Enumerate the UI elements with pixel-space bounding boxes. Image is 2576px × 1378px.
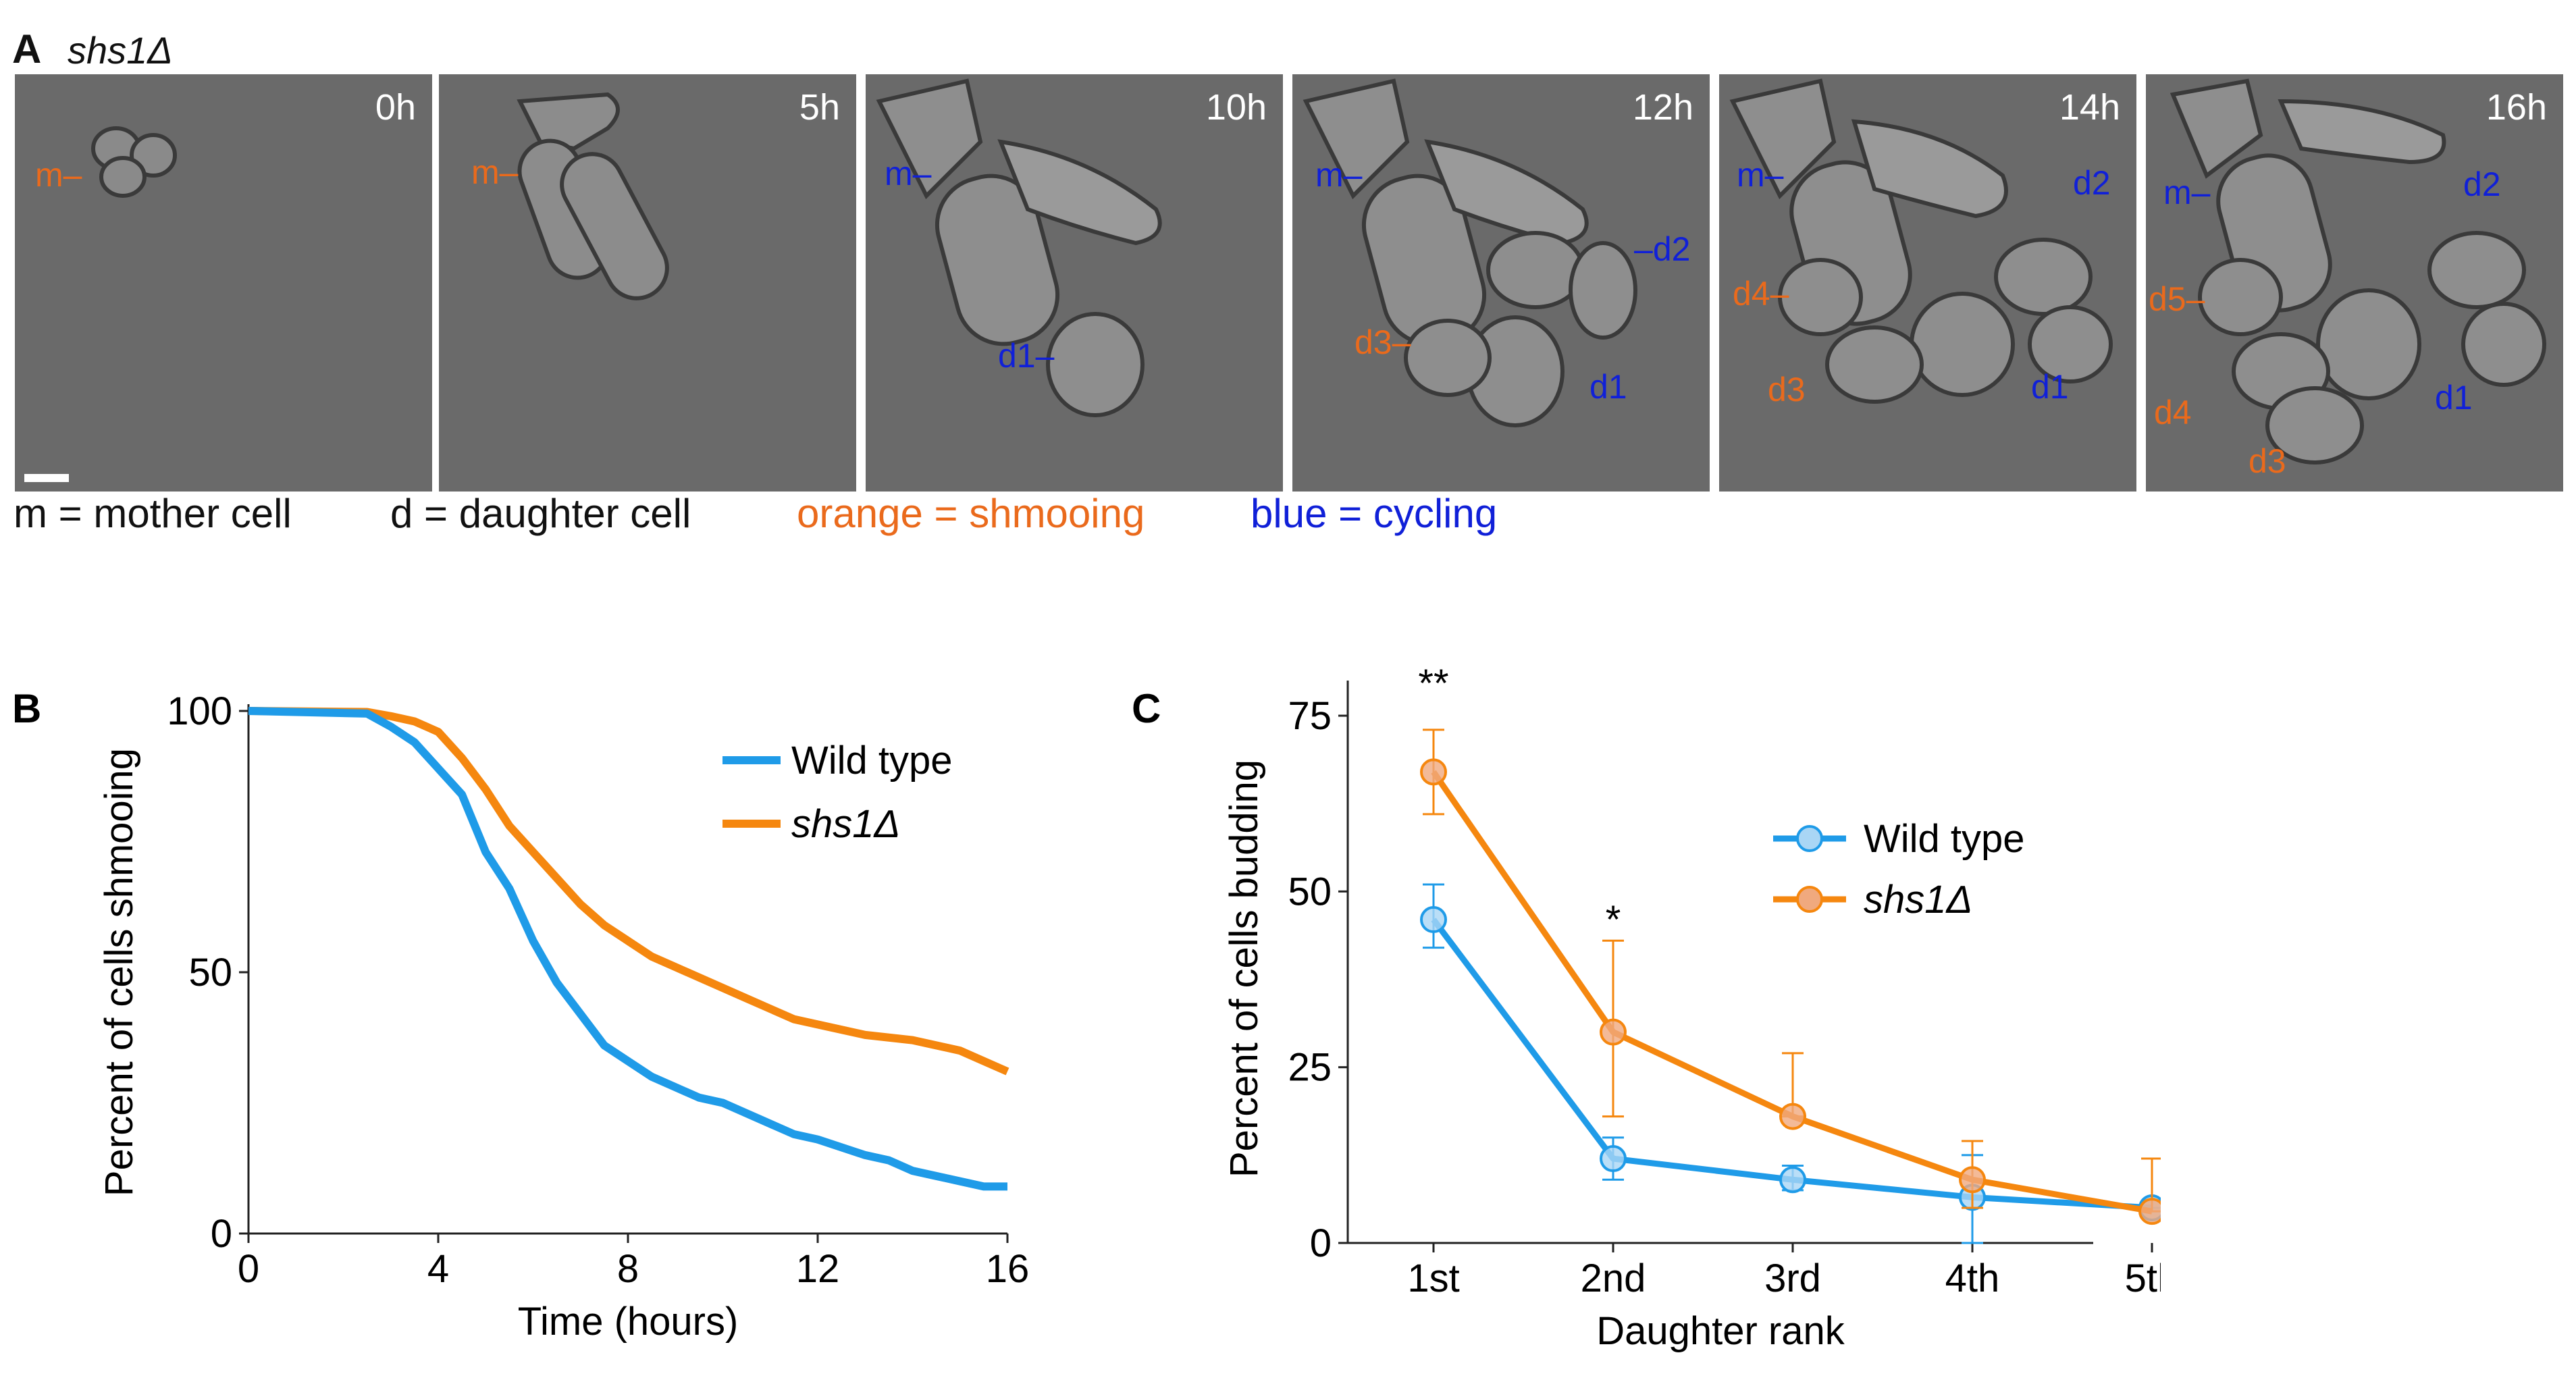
cell-label: m– bbox=[885, 155, 932, 192]
data-point-shs1 bbox=[1600, 1018, 1627, 1046]
cell-label: d5– bbox=[2149, 280, 2205, 318]
cell-image bbox=[1729, 78, 2113, 404]
y-tick-label: 50 bbox=[1288, 870, 1332, 913]
x-tick-label: 4th bbox=[1945, 1256, 2000, 1300]
series-lines bbox=[248, 707, 1009, 1191]
cell-label: d3– bbox=[1355, 323, 1411, 361]
x-tick-label: 0 bbox=[238, 1247, 259, 1291]
time-label: 12h bbox=[1632, 87, 1693, 128]
time-label: 0h bbox=[375, 87, 416, 128]
x-tick-label: 4 bbox=[427, 1247, 449, 1291]
legend-daughter: d = daughter cell bbox=[390, 491, 691, 536]
x-tick-label: 2nd bbox=[1581, 1256, 1646, 1300]
micrograph-14h: 14h m– d2 d4– d3 d1 bbox=[1719, 74, 2136, 492]
cell-label: d1– bbox=[998, 337, 1055, 375]
cell-label: d3 bbox=[1768, 371, 1806, 408]
cell-label: d1 bbox=[2435, 379, 2473, 417]
cell-image bbox=[517, 92, 669, 300]
cell-label: m– bbox=[2163, 174, 2211, 211]
y-tick-label: 50 bbox=[188, 951, 232, 995]
chart-c: C 0 25 50 75 1st 2nd 3rd 4th 5th Daughter rank Per… bbox=[1132, 662, 2161, 1353]
data-point-wild-type bbox=[1420, 906, 1447, 934]
data-point-wild-type bbox=[1779, 1166, 1806, 1194]
cell-image bbox=[24, 126, 177, 482]
panel-b-letter: B bbox=[12, 686, 41, 731]
cell-label: d3 bbox=[2249, 442, 2286, 480]
micrograph-5h: 5h m– bbox=[439, 74, 856, 492]
y-tick-label: 0 bbox=[211, 1212, 232, 1256]
x-tick-label: 12 bbox=[796, 1247, 840, 1291]
cell-image bbox=[876, 78, 1162, 417]
legend-label: Wild type bbox=[1864, 817, 2025, 861]
panel-c-letter: C bbox=[1132, 686, 1161, 731]
legend-mother: m = mother cell bbox=[14, 491, 292, 536]
legend-shmooing: orange = shmooing bbox=[797, 491, 1145, 536]
cell-label: d4 bbox=[2154, 394, 2192, 431]
series-line-shs1 bbox=[248, 707, 1009, 1076]
cell-label: m– bbox=[35, 156, 82, 194]
x-tick-label: 1st bbox=[1407, 1256, 1459, 1300]
scale-bar bbox=[24, 474, 69, 482]
time-label: 16h bbox=[2486, 87, 2547, 128]
cell-label: m– bbox=[471, 153, 519, 191]
x-axis-label: Daughter rank bbox=[1596, 1309, 1845, 1353]
significance-marker: ** bbox=[1418, 662, 1448, 706]
cell-image bbox=[1303, 78, 1637, 427]
y-tick-label: 100 bbox=[167, 689, 232, 733]
data-point-wild-type bbox=[1600, 1145, 1627, 1173]
cell-image bbox=[2170, 78, 2546, 465]
y-tick-label: 25 bbox=[1288, 1046, 1332, 1090]
cell-label: –d2 bbox=[1634, 230, 1691, 268]
panel-a-title: shs1Δ bbox=[68, 29, 173, 72]
cell-label: d2 bbox=[2073, 164, 2111, 202]
y-axis-label: Percent of cells budding bbox=[1222, 760, 1266, 1177]
cell-label: d1 bbox=[2031, 368, 2069, 406]
legend-cycling: blue = cycling bbox=[1251, 491, 1498, 536]
time-label: 10h bbox=[1205, 87, 1267, 128]
micrograph-0h: 0h m– bbox=[15, 74, 432, 492]
chart-b: B Percent of cells shmooing 0 4 8 12 16 0 50 10… bbox=[12, 686, 1029, 1344]
x-tick-label: 3rd bbox=[1764, 1256, 1821, 1300]
micrograph-16h: 16h m– d2 d5– d4 d1 d3 bbox=[2146, 74, 2563, 492]
y-tick-label: 75 bbox=[1288, 694, 1332, 738]
legend-swatch-marker bbox=[1796, 886, 1823, 913]
data-point-shs1 bbox=[2138, 1198, 2161, 1225]
x-tick-label: 8 bbox=[617, 1247, 639, 1291]
y-tick-label: 0 bbox=[1310, 1221, 1332, 1265]
axes: 0 25 50 75 1st 2nd 3rd 4th 5th Daughter rank Perce… bbox=[1222, 662, 2161, 1353]
cell-label: d1 bbox=[1589, 368, 1627, 406]
series-line-wild-type bbox=[248, 707, 1007, 1191]
x-axis-label: Time (hours) bbox=[518, 1300, 739, 1344]
y-axis-label: Percent of cells shmooing bbox=[97, 748, 141, 1196]
data-point-shs1 bbox=[1420, 758, 1447, 786]
cell-label: m– bbox=[1315, 156, 1363, 194]
time-label: 5h bbox=[799, 87, 840, 128]
legend-label: Wild type bbox=[791, 739, 953, 783]
legend-label: shs1Δ bbox=[791, 802, 900, 846]
legend: Wild type shs1Δ bbox=[1773, 817, 2025, 922]
panel-a-letter: A bbox=[12, 26, 42, 72]
legend: Wild type shs1Δ bbox=[722, 739, 953, 846]
micrograph-10h: 10h m– d1– bbox=[866, 74, 1283, 492]
data-point-shs1 bbox=[1959, 1166, 1986, 1194]
x-tick-label: 5th bbox=[2125, 1256, 2161, 1300]
cell-label: m– bbox=[1737, 156, 1784, 194]
time-label: 14h bbox=[2059, 87, 2120, 128]
y-axis-label-text: Percent of cells shmooing bbox=[97, 748, 141, 1196]
legend-label: shs1Δ bbox=[1864, 878, 1972, 922]
cell-label: d2 bbox=[2463, 165, 2501, 203]
axes: 0 4 8 12 16 0 50 100 Time (hours) bbox=[167, 689, 1029, 1344]
x-tick-label: 16 bbox=[986, 1247, 1030, 1291]
micrograph-12h: 12h m– –d2 d3– d1 bbox=[1292, 74, 1710, 492]
cell-label: d4– bbox=[1733, 275, 1789, 313]
series bbox=[1420, 728, 2161, 1244]
data-point-shs1 bbox=[1779, 1103, 1806, 1130]
legend-swatch-marker bbox=[1796, 825, 1823, 852]
significance-marker: * bbox=[1606, 898, 1621, 942]
